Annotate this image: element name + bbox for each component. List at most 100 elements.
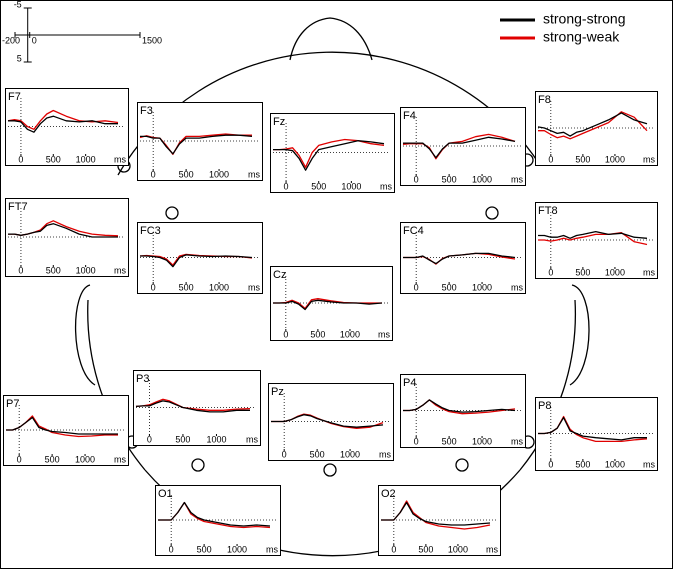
scale-label: -200 xyxy=(2,35,20,45)
x-tick-label: 1000 xyxy=(76,154,96,164)
x-tick-label: 500 xyxy=(45,454,60,464)
x-tick-label: 500 xyxy=(575,459,590,469)
x-tick-label: 500 xyxy=(311,181,326,191)
x-tick-label: 0 xyxy=(548,267,553,277)
x-tick-label: 1000 xyxy=(209,282,229,292)
x-tick-label: 1000 xyxy=(340,449,360,459)
x-tick-label: 500 xyxy=(418,544,433,554)
waveform xyxy=(271,414,384,428)
x-tick-label: 1000 xyxy=(209,169,229,179)
x-tick-label: 500 xyxy=(442,436,457,446)
x-tick-label: 1000 xyxy=(75,454,95,464)
panel: P3 0 500 1000 ms xyxy=(133,370,261,446)
waveform xyxy=(403,252,516,265)
panel-title: F4 xyxy=(403,110,416,122)
panel: F3 0 500 1000 ms xyxy=(137,102,263,181)
x-tick-label: 0 xyxy=(17,454,22,464)
x-tick-label: 0 xyxy=(151,282,156,292)
scale-label: 1500 xyxy=(142,35,162,45)
panel: P8 0 500 1000 ms xyxy=(535,397,658,471)
panel: P4 0 500 1000 ms xyxy=(400,374,526,448)
x-tick-label: 500 xyxy=(46,154,61,164)
x-unit: ms xyxy=(266,544,278,554)
panel: O2 0 500 1000 ms xyxy=(378,485,501,556)
x-tick-label: 0 xyxy=(391,544,396,554)
panel-title: F7 xyxy=(8,91,21,103)
panel-frame xyxy=(400,107,526,186)
x-tick-label: 1000 xyxy=(227,544,247,554)
panel: FT8 0 500 1000 ms xyxy=(535,202,658,279)
x-tick-label: 0 xyxy=(414,174,419,184)
panel-frame xyxy=(137,102,263,181)
x-unit: ms xyxy=(248,169,260,179)
x-tick-label: 500 xyxy=(46,265,61,275)
nose xyxy=(289,17,373,61)
panel: Fz 0 500 1000 ms xyxy=(270,113,395,193)
x-tick-label: 0 xyxy=(548,154,553,164)
waveform xyxy=(158,501,271,527)
panel: O1 0 500 1000 ms xyxy=(155,485,281,556)
waveform xyxy=(538,230,648,239)
x-tick-label: 1000 xyxy=(472,436,492,446)
waveform xyxy=(381,501,491,526)
panel-title: P8 xyxy=(538,400,551,412)
head-outline xyxy=(87,299,146,471)
x-tick-label: 1000 xyxy=(605,154,625,164)
x-tick-label: 0 xyxy=(151,169,156,179)
waveform xyxy=(140,134,253,155)
electrode xyxy=(455,458,469,472)
x-tick-label: 500 xyxy=(575,154,590,164)
panel-title: Cz xyxy=(273,269,286,281)
x-unit: ms xyxy=(643,459,655,469)
panel-title: FC4 xyxy=(403,225,424,237)
legend-label: strong-strong xyxy=(543,11,625,27)
x-tick-label: 1000 xyxy=(472,174,492,184)
x-unit: ms xyxy=(379,449,391,459)
waveform xyxy=(403,136,516,159)
head-outline xyxy=(519,299,577,471)
x-unit: ms xyxy=(114,454,126,464)
x-tick-label: 0 xyxy=(282,449,287,459)
x-tick-label: 1000 xyxy=(341,181,361,191)
x-tick-label: 1000 xyxy=(605,459,625,469)
x-unit: ms xyxy=(643,267,655,277)
x-tick-label: 0 xyxy=(169,544,174,554)
x-tick-label: 0 xyxy=(18,154,23,164)
panel-title: P4 xyxy=(403,377,416,389)
x-tick-label: 500 xyxy=(575,267,590,277)
panel-title: FT8 xyxy=(538,205,558,217)
panel: FC4 0 500 1000 ms xyxy=(400,222,526,294)
x-unit: ms xyxy=(643,154,655,164)
electrode xyxy=(323,463,337,477)
panel-frame xyxy=(133,370,261,446)
waveform xyxy=(6,416,118,435)
panel-frame xyxy=(268,383,394,461)
scale-label: 5 xyxy=(17,53,22,63)
x-unit: ms xyxy=(114,265,126,275)
x-tick-label: 1000 xyxy=(448,544,468,554)
scale-label: 0 xyxy=(32,35,37,45)
waveform xyxy=(537,112,648,137)
x-tick-label: 1000 xyxy=(605,267,625,277)
panel: Cz 0 500 1000 ms xyxy=(270,266,393,341)
x-tick-label: 1000 xyxy=(76,265,96,275)
x-tick-label: 0 xyxy=(18,265,23,275)
x-tick-label: 0 xyxy=(548,459,553,469)
waveform xyxy=(7,109,119,130)
panel-title: O1 xyxy=(158,488,173,500)
ear xyxy=(569,284,590,386)
x-tick-label: 500 xyxy=(179,169,194,179)
panel: Pz 0 500 1000 ms xyxy=(268,383,394,461)
panel: F8 0 500 1000 ms xyxy=(535,91,658,166)
x-tick-label: 500 xyxy=(310,449,325,459)
panel-title: F8 xyxy=(538,94,551,106)
x-tick-label: 0 xyxy=(283,329,288,339)
panel-frame xyxy=(155,485,281,556)
panel-title: FC3 xyxy=(140,225,161,237)
x-unit: ms xyxy=(248,282,260,292)
panel: P7 0 500 1000 ms xyxy=(3,395,129,466)
x-tick-label: 500 xyxy=(179,282,194,292)
x-tick-label: 500 xyxy=(197,544,212,554)
x-unit: ms xyxy=(511,282,523,292)
panel-frame xyxy=(535,397,658,471)
